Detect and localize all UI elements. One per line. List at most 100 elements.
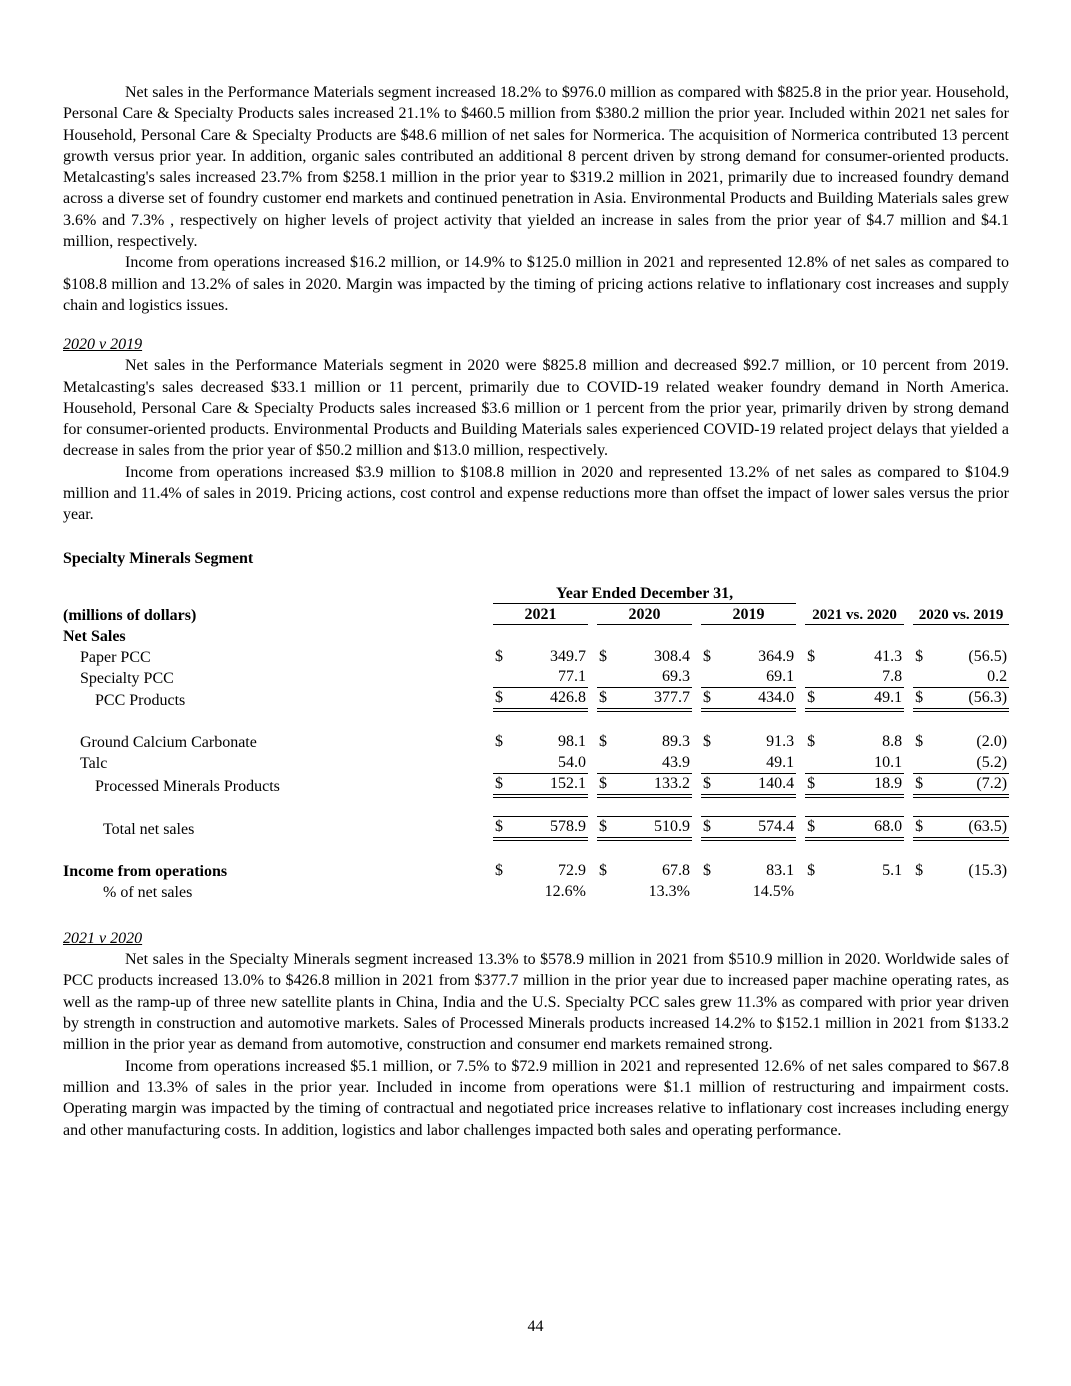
- cell-value: 578.9: [550, 818, 586, 836]
- dollar-sign: $: [915, 689, 924, 707]
- cell-value: 10.1: [874, 753, 903, 771]
- dollar-sign: $: [915, 862, 924, 880]
- dollar-sign: $: [703, 818, 711, 836]
- dollar-sign: $: [915, 647, 924, 665]
- page-content: Net sales in the Performance Materials s…: [63, 82, 1010, 1141]
- dollar-sign: $: [807, 774, 816, 792]
- dollar-sign: $: [599, 818, 607, 836]
- col-header-2019: 2019: [701, 603, 797, 626]
- paragraph-sm-2021-net-sales: Net sales in the Specialty Minerals segm…: [63, 951, 1009, 1054]
- table-row: Ground Calcium Carbonate $98.1 $89.3 $91…: [63, 731, 1009, 752]
- cell-value: 426.8: [550, 689, 586, 707]
- table-row: % of net sales 12.6% 13.3% 14.5%: [63, 881, 1009, 902]
- cell-value: 140.4: [758, 774, 795, 792]
- dollar-sign: $: [495, 689, 503, 707]
- cell-value: 18.9: [874, 774, 903, 792]
- cell-value: 434.0: [758, 689, 795, 707]
- cell-value: 43.9: [662, 753, 690, 771]
- cell-value: (56.3): [968, 689, 1008, 707]
- cell-value: 13.3%: [648, 883, 690, 901]
- table-header-row: (millions of dollars) 2021 2020 2019 202…: [63, 603, 1010, 626]
- row-label: Talc: [80, 755, 108, 773]
- paragraph-sm-2021-income: Income from operations increased $5.1 mi…: [63, 1057, 1009, 1139]
- cell-value: 7.8: [882, 668, 903, 686]
- table-row-total: Total net sales $578.9 $510.9 $574.4 $68…: [63, 816, 1010, 842]
- cell-value: 5.1: [882, 862, 903, 880]
- cell-value: 574.4: [758, 818, 795, 836]
- cell-value: 49.1: [766, 753, 795, 771]
- dollar-sign: $: [599, 647, 607, 665]
- cell-value: 152.1: [550, 774, 586, 792]
- paragraph-pm-2021-income: Income from operations increased $16.2 m…: [63, 254, 1009, 314]
- dollar-sign: $: [807, 818, 816, 836]
- paragraph-pm-2021-net-sales: Net sales in the Performance Materials s…: [63, 84, 1009, 251]
- row-label: PCC Products: [95, 692, 186, 710]
- heading-specialty-minerals-segment: Specialty Minerals Segment: [63, 549, 254, 567]
- cell-value: (2.0): [976, 733, 1008, 751]
- table-row: Paper PCC $349.7 $308.4 $364.9 $41.3 $ (5…: [63, 646, 1009, 667]
- cell-value: 69.3: [662, 668, 690, 686]
- dollar-sign: $: [599, 862, 607, 880]
- cell-value: 67.8: [662, 862, 690, 880]
- page-number: 44: [527, 1318, 544, 1335]
- dollar-sign: $: [807, 862, 816, 880]
- cell-value: 54.0: [558, 753, 586, 771]
- row-label: Processed Minerals Products: [95, 777, 280, 795]
- row-label: % of net sales: [103, 884, 193, 902]
- cell-value: 68.0: [874, 818, 903, 836]
- dollar-sign: $: [807, 689, 816, 707]
- cell-value: 98.1: [558, 733, 586, 751]
- table-row: Income from operations $72.9 $67.8 $83.1…: [63, 860, 1009, 881]
- dollar-sign: $: [703, 689, 711, 707]
- cell-value: 0.2: [987, 668, 1008, 686]
- dollar-sign: $: [915, 818, 924, 836]
- row-label: Net Sales: [63, 627, 126, 645]
- table-row: PCC Products $426.8 $377.7 $434.0 $49.1 …: [63, 687, 1010, 713]
- cell-value: 69.1: [766, 668, 795, 686]
- dollar-sign: $: [599, 689, 607, 707]
- year-ended-header: Year Ended December 31,: [493, 582, 797, 605]
- paragraph-pm-2020-net-sales: Net sales in the Performance Materials s…: [63, 357, 1009, 460]
- dollar-sign: $: [599, 774, 607, 792]
- cell-value: 133.2: [654, 774, 690, 792]
- dollar-sign: $: [703, 774, 711, 792]
- cell-value: 89.3: [662, 733, 690, 751]
- row-label: Specialty PCC: [80, 669, 174, 687]
- cell-value: (56.5): [968, 647, 1008, 665]
- cell-value: 8.8: [882, 733, 903, 751]
- paragraph-pm-2020-income: Income from operations increased $3.9 mi…: [63, 463, 1009, 524]
- cell-value: 91.3: [766, 733, 795, 751]
- cell-value: 77.1: [558, 668, 586, 686]
- dollar-sign: $: [703, 647, 711, 665]
- cell-value: 510.9: [654, 818, 690, 836]
- cell-value: 41.3: [874, 647, 903, 665]
- dollar-sign: $: [915, 774, 924, 792]
- row-label: Total net sales: [103, 821, 195, 839]
- dollar-sign: $: [495, 862, 503, 880]
- table-row: Talc 54.0 43.9 49.1 10.1 (5.2): [63, 752, 1010, 774]
- heading-2020-v-2019: 2020 v 2019: [63, 336, 143, 354]
- dollar-sign: $: [807, 733, 816, 751]
- cell-value: 308.4: [654, 647, 690, 665]
- cell-value: (5.2): [976, 753, 1008, 771]
- heading-2021-v-2020: 2021 v 2020: [63, 930, 143, 948]
- dollar-sign: $: [703, 733, 711, 751]
- table-row: Processed Minerals Products $152.1 $133.…: [63, 773, 1010, 798]
- table-header-span-row: Year Ended December 31,: [63, 582, 1009, 605]
- cell-value: 14.5%: [752, 883, 795, 901]
- dollar-sign: $: [807, 647, 816, 665]
- dollar-sign: $: [495, 733, 503, 751]
- row-label: Paper PCC: [80, 648, 151, 666]
- dollar-sign: $: [495, 818, 503, 836]
- col-header-2020: 2020: [597, 603, 692, 626]
- col-header-2021: 2021: [493, 603, 588, 626]
- row-label: Income from operations: [63, 863, 228, 881]
- dollar-sign: $: [703, 862, 711, 880]
- cell-value: 377.7: [654, 689, 690, 707]
- table-row: Net Sales: [63, 625, 1009, 646]
- cell-value: 72.9: [558, 862, 586, 880]
- cell-value: 364.9: [758, 647, 795, 665]
- cell-value: 12.6%: [544, 883, 586, 901]
- millions-of-dollars-label: (millions of dollars): [63, 606, 197, 624]
